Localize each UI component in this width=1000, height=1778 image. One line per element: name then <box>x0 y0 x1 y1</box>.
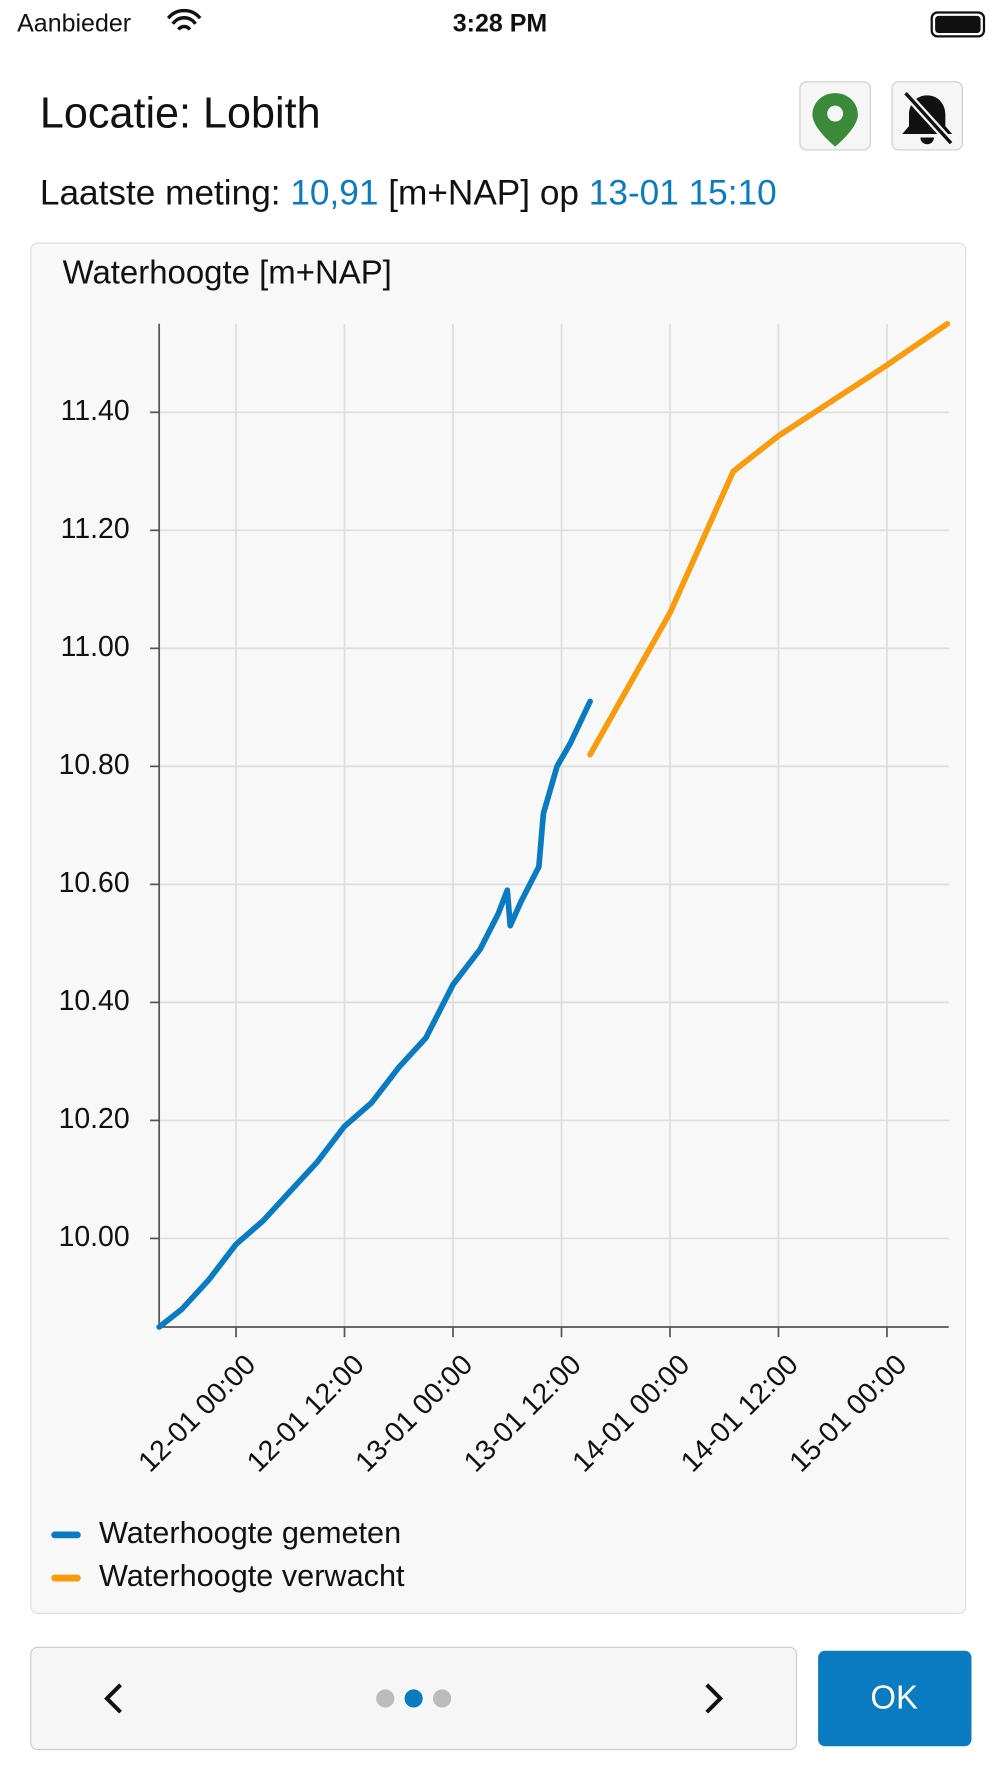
carrier: Aanbieder <box>17 10 131 38</box>
pin-hole <box>827 105 844 122</box>
chart-title: Waterhoogte [m+NAP] <box>63 254 392 291</box>
prev-button[interactable] <box>104 1683 122 1714</box>
ok-button[interactable] <box>818 1650 972 1747</box>
y-tick-label: 10.80 <box>59 749 130 781</box>
page-dot[interactable] <box>376 1689 395 1708</box>
ok-label: OK <box>870 1678 918 1715</box>
battery <box>930 11 986 38</box>
chart-card <box>30 242 967 1614</box>
battery-level <box>935 15 981 33</box>
time: 13-01 15:10 <box>589 174 777 213</box>
legend-label: Waterhoogte verwacht <box>99 1559 405 1593</box>
series-line <box>587 320 951 758</box>
last-measurement: Laatste meting: 10,91 [m+NAP] op 13-01 1… <box>40 174 777 213</box>
next-button[interactable] <box>705 1683 724 1714</box>
page-dot[interactable] <box>432 1689 452 1708</box>
y-tick-label: 11.40 <box>61 395 130 427</box>
series-line <box>156 698 593 1330</box>
clock: 3:28 PM <box>453 10 547 38</box>
location-title: Locatie: Lobith <box>40 89 321 137</box>
legend-label: Waterhoogte gemeten <box>99 1516 401 1550</box>
label: Laatste meting: <box>40 174 281 213</box>
value: 10,91 <box>290 174 378 213</box>
y-tick-label: 10.00 <box>59 1221 130 1253</box>
y-tick-label: 11.00 <box>61 631 130 663</box>
y-tick-label: 11.20 <box>61 513 130 545</box>
wifi-icon <box>166 8 202 31</box>
y-tick-label: 10.60 <box>59 867 130 899</box>
y-tick-label: 10.40 <box>59 985 130 1017</box>
page-dot-active[interactable] <box>404 1689 423 1708</box>
unit: [m+NAP] op <box>388 174 579 213</box>
y-tick-label: 10.20 <box>59 1103 130 1135</box>
bell-strike <box>904 92 953 145</box>
